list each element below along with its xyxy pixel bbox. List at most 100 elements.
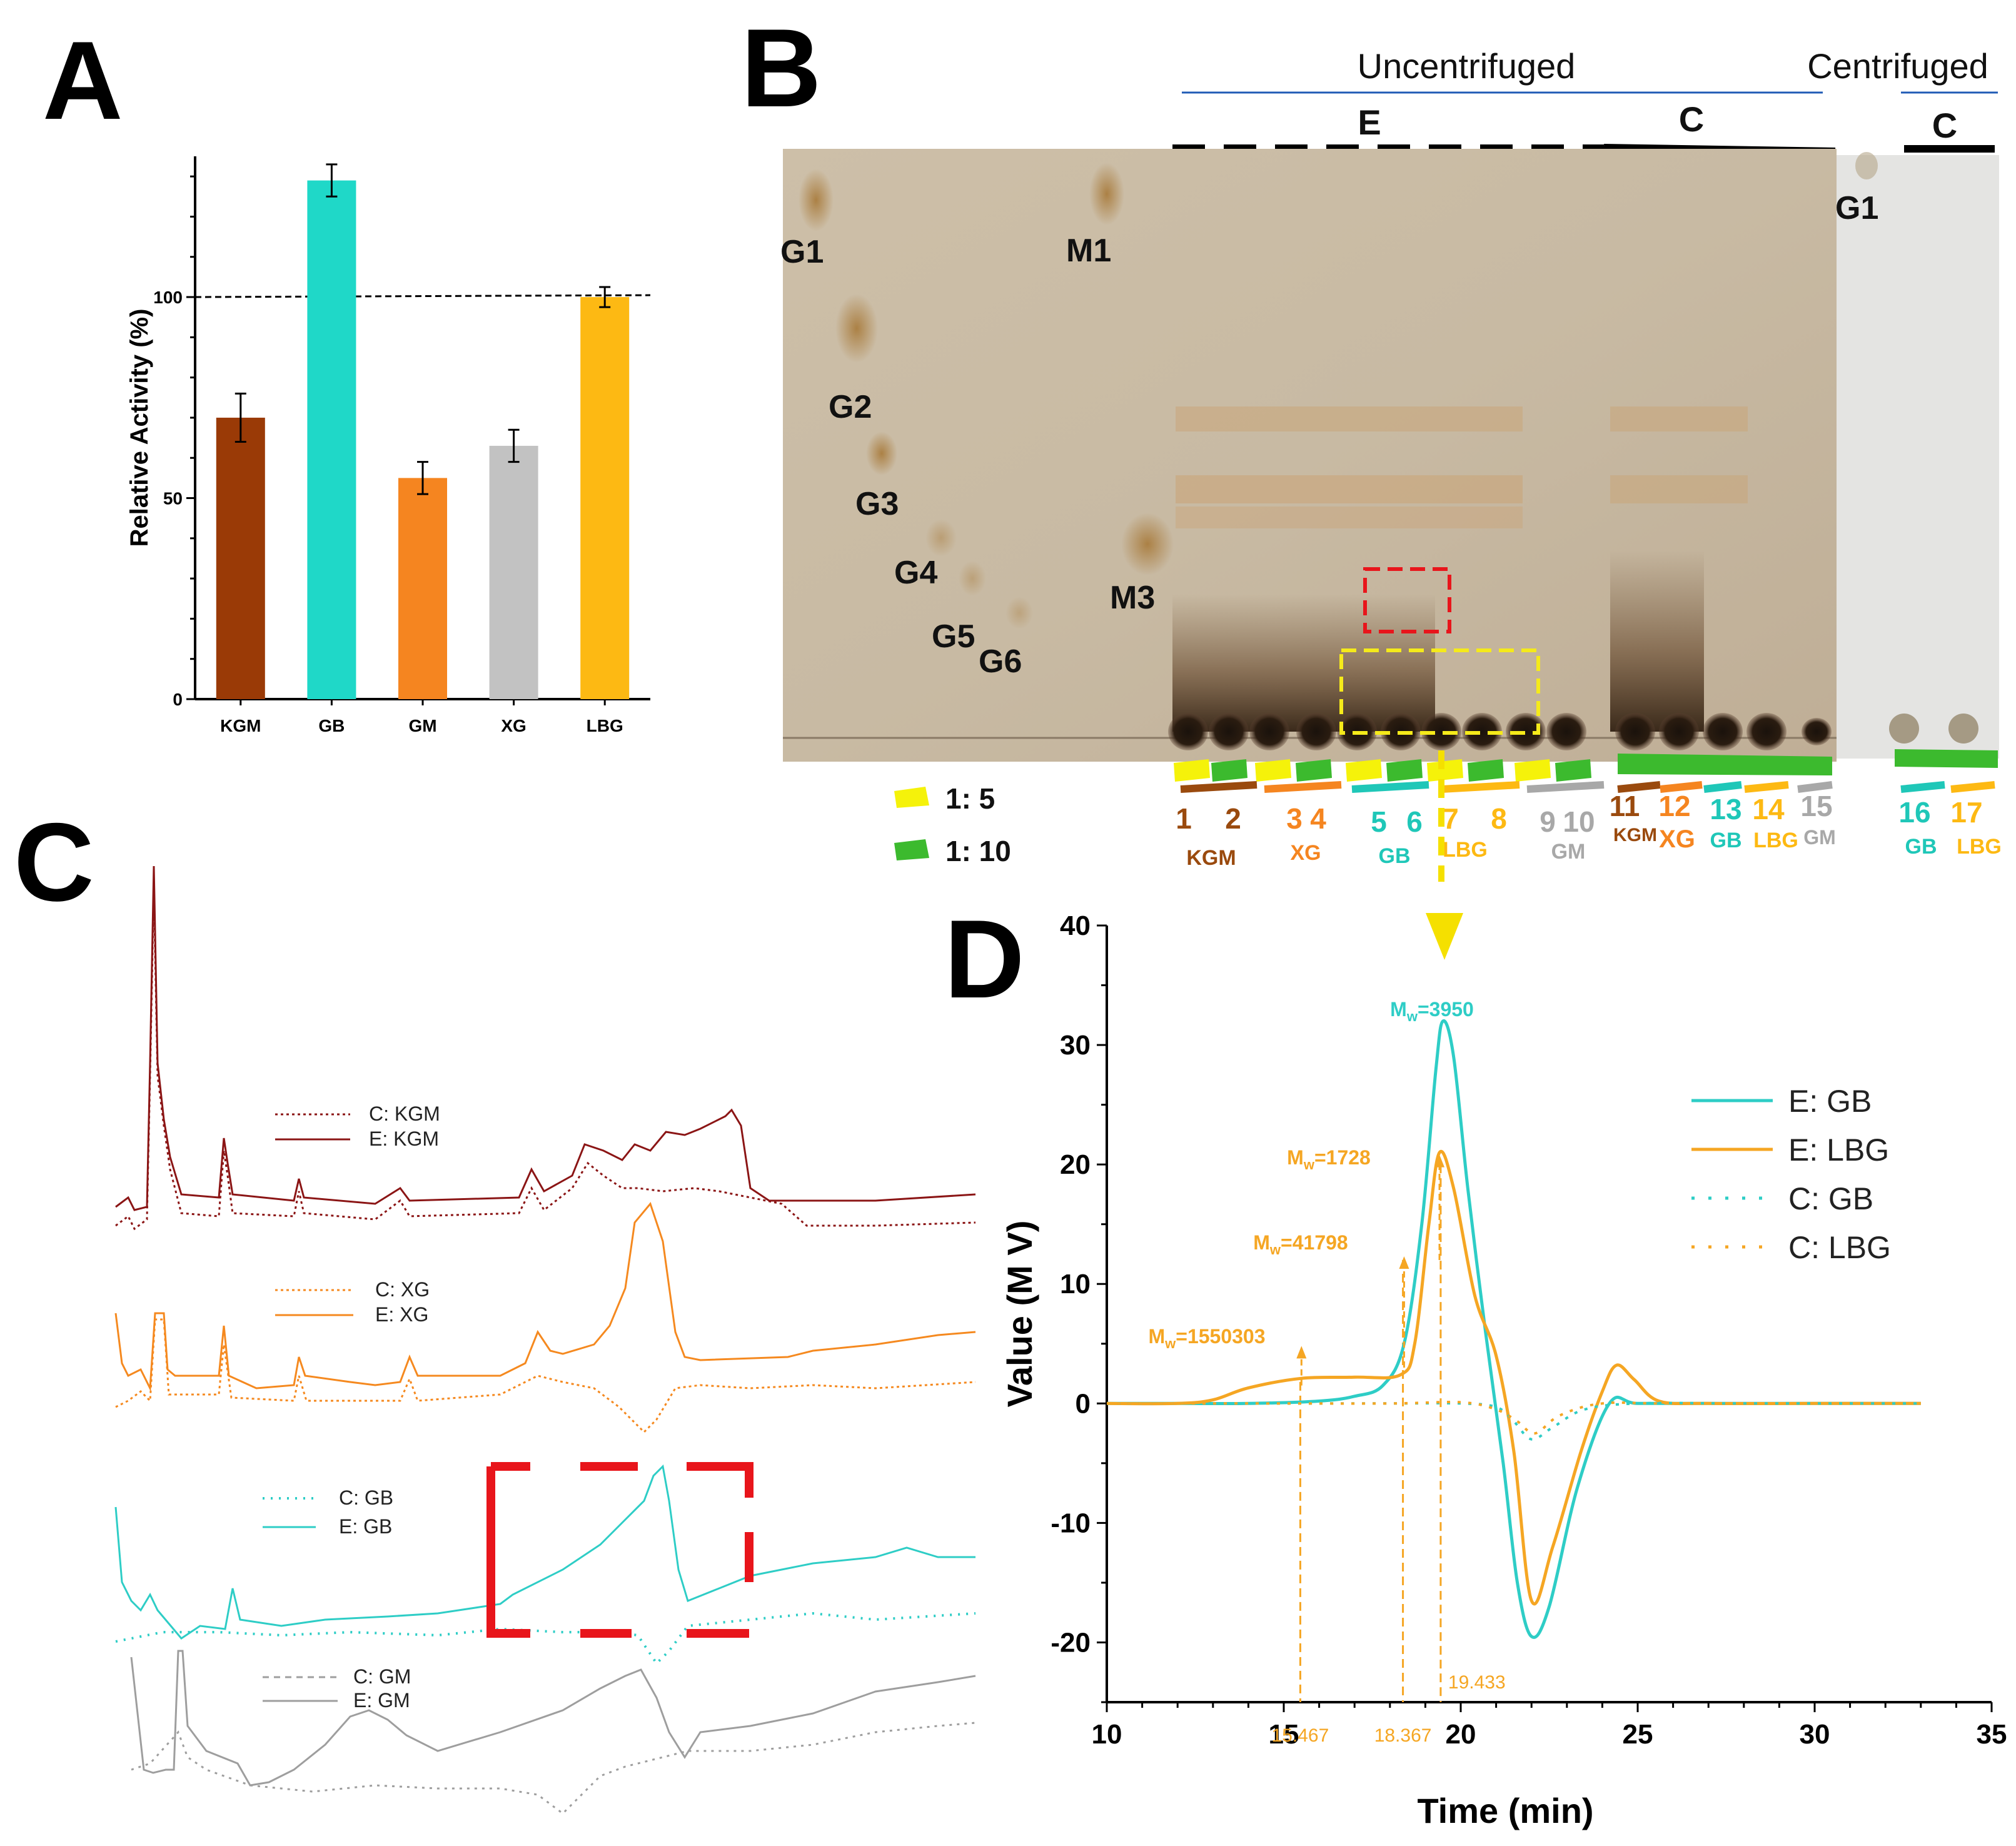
d-x-tick-label: 35	[1977, 1719, 2007, 1750]
header-uncentrifuged: Uncentrifuged	[1358, 46, 1576, 86]
label-g4: G4	[894, 555, 937, 591]
group-underline	[1526, 781, 1605, 793]
d-y-tick-label: 20	[1060, 1149, 1091, 1180]
d-y-tick-label: -20	[1051, 1627, 1091, 1658]
group-underline	[1744, 781, 1789, 793]
dilution-swatch	[1211, 759, 1247, 782]
trace-e-gm	[130, 1650, 976, 1787]
origin-spot-12	[1659, 713, 1699, 750]
group-underline	[1617, 781, 1661, 793]
d-annotation-arrowhead-icon	[1434, 1154, 1445, 1168]
a-x-tick-label: KGM	[220, 716, 261, 735]
d-annotation-arrowhead-icon	[1296, 1346, 1307, 1359]
legend-label-e-gm: E: GM	[353, 1689, 410, 1712]
group-label-gm: GM	[1551, 840, 1586, 864]
trace-e-xg	[114, 1201, 976, 1392]
legend-label-1-10: 1: 10	[945, 835, 1011, 867]
lane-number-7: 7	[1443, 802, 1459, 835]
header-c-centrifuged: C	[1932, 106, 1957, 145]
a-bar-xg	[489, 445, 538, 699]
a-x-tick-label: GB	[318, 716, 345, 735]
trace-c-xg	[115, 1318, 976, 1434]
lane-number-15: 15	[1800, 790, 1832, 822]
origin-spot-2	[1209, 713, 1249, 750]
band-5	[1610, 475, 1748, 503]
legend-swatch-1-10	[894, 839, 929, 860]
dilution-swatch	[1515, 759, 1551, 782]
dilution-swatch	[1468, 759, 1504, 782]
d-y-axis-title: Value (M V)	[1000, 1221, 1039, 1408]
group-label-kgm: KGM	[1613, 825, 1657, 845]
group-label-gb: GB	[1379, 844, 1411, 868]
d-annotation-mw: Mw=41798	[1253, 1231, 1348, 1258]
spot-g3	[866, 431, 897, 475]
legend-label-c-gb: C: GB	[339, 1486, 393, 1509]
d-x-tick-label: 20	[1446, 1719, 1476, 1750]
tlc-plate-centrifuged	[1837, 155, 1999, 759]
spot-g6	[1005, 597, 1033, 629]
lane-number-5: 5	[1371, 805, 1387, 838]
lane-number-11: 11	[1610, 790, 1640, 822]
legend-label-c-gm: C: GM	[353, 1665, 411, 1688]
d-y-tick-label: 40	[1060, 910, 1091, 941]
d-annotation-mw: Mw=1550303	[1148, 1325, 1265, 1351]
group-label-gm: GM	[1803, 826, 1836, 849]
d-vline-label: 18.367	[1374, 1725, 1432, 1746]
band-3	[1176, 507, 1523, 528]
panel-b-tlc: Uncentrifuged Centrifuged E C C	[780, 46, 2002, 960]
origin-spot-9	[1506, 713, 1546, 750]
lane-number-14: 14	[1752, 793, 1785, 825]
lane-number-17: 17	[1950, 796, 1982, 829]
smear-2	[1610, 550, 1704, 732]
smear-1	[1172, 594, 1435, 732]
link-arrow-icon	[1426, 913, 1463, 960]
spot-m1	[1089, 163, 1124, 225]
group-label-xg: XG	[1659, 825, 1695, 853]
origin-spot-15	[1802, 718, 1832, 745]
lane-number-13: 13	[1710, 793, 1741, 825]
label-g2: G2	[829, 389, 872, 425]
panel-letter-b: B	[741, 6, 822, 130]
d-series-c-gb	[1106, 1401, 1921, 1441]
band-4	[1610, 406, 1748, 431]
d-vline-label: 15.467	[1272, 1725, 1329, 1746]
d-annotation-mw: Mw=1728	[1287, 1146, 1371, 1173]
label-g1-centrifuged: G1	[1835, 190, 1878, 226]
group-underline	[1441, 781, 1520, 793]
a-bar-lbg	[580, 297, 630, 699]
d-legend-label: E: LBG	[1788, 1132, 1889, 1168]
a-y-tick-label: 0	[173, 690, 183, 709]
trace-e-kgm	[115, 865, 976, 1211]
spot-g2	[835, 294, 878, 363]
d-annotation-mw: Mw=3950	[1390, 998, 1474, 1024]
group-underline	[1900, 781, 1945, 793]
origin-spot-4	[1296, 713, 1336, 750]
legend-label-c-kgm: C: KGM	[369, 1102, 440, 1125]
panel-c-chromatograms: C: KGM E: KGM C: XG E: XG C: GB E: GB C:…	[114, 865, 976, 1815]
group-underline	[1264, 781, 1342, 793]
lane-origin-spots	[1168, 713, 1832, 750]
lane-number-16: 16	[1898, 796, 1930, 829]
origin-spot-3	[1249, 713, 1289, 750]
group-label-gb: GB	[1710, 829, 1742, 852]
a-bar-kgm	[216, 417, 265, 699]
d-y-tick-label: 10	[1060, 1269, 1091, 1299]
label-m3: M3	[1110, 580, 1155, 616]
trace-e-gb	[114, 1464, 975, 1640]
d-y-tick-label: 0	[1076, 1388, 1091, 1419]
header-centrifuged: Centrifuged	[1807, 46, 1988, 86]
group-label-gb: GB	[1905, 835, 1937, 859]
lane-number-10: 10	[1563, 805, 1595, 838]
label-g1: G1	[780, 234, 824, 270]
group-label-xg: XG	[1290, 841, 1321, 865]
origin-spot-11	[1615, 713, 1655, 750]
dilution-swatch-c	[1618, 754, 1832, 775]
a-y-tick-label: 100	[153, 288, 183, 307]
d-y-tick-label: -10	[1051, 1508, 1091, 1538]
d-legend-label: C: GB	[1788, 1181, 1873, 1216]
origin-spot-8	[1462, 713, 1502, 750]
group-underline	[1950, 781, 1995, 793]
d-y-tick-label: 30	[1060, 1030, 1091, 1061]
